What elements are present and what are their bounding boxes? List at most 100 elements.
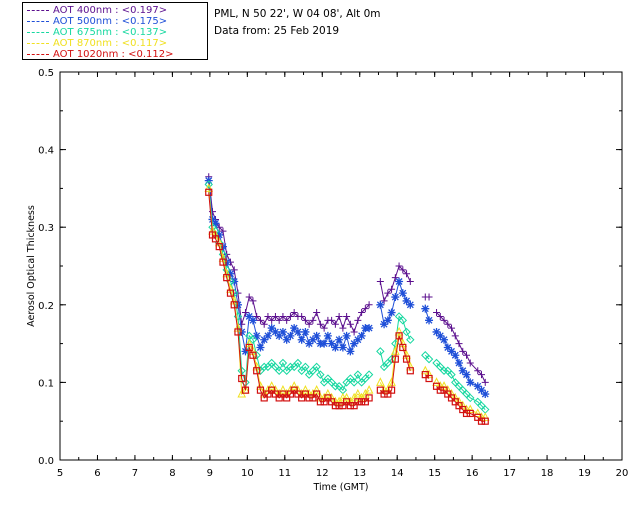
- series-aot-500nm-0-175-point: [215, 230, 224, 239]
- series-aot-1020nm-0-112-point: [421, 371, 429, 379]
- series-aot-500nm-0-175-point: [305, 339, 314, 348]
- series-aot-870nm-0-117: [204, 183, 490, 421]
- legend-swatch-400nm: [27, 9, 49, 11]
- series-aot-1020nm-0-112: [205, 188, 489, 425]
- series-aot-870nm-0-117-point: [271, 385, 280, 394]
- x-axis: 5 6 7 8 9 10 11 12 13 14 15 16 17 18 19 20: [57, 72, 628, 479]
- legend-swatch-870nm: [27, 42, 49, 44]
- series-aot-1020nm-0-112-point: [301, 390, 310, 398]
- series-aot-1020nm-0-112-point: [238, 374, 246, 383]
- series-aot-675nm-0-137-point: [466, 393, 475, 403]
- series-aot-1020nm-0-112-point: [339, 402, 347, 410]
- series-aot-870nm-0-117-point: [353, 388, 363, 398]
- x-tick-label: 13: [353, 468, 366, 479]
- series-aot-1020nm-0-112-point: [234, 328, 242, 336]
- series-aot-400nm-0-197-point: [459, 347, 467, 355]
- series-aot-500nm-0-175-point: [395, 277, 404, 286]
- series-aot-1020nm-0-112-point: [425, 374, 433, 383]
- series-aot-870nm-0-117-point: [376, 377, 385, 386]
- y-tick-label: 0.5: [38, 68, 54, 79]
- series-aot-400nm-0-197-point: [406, 278, 414, 286]
- series-aot-1020nm-0-112-point: [328, 398, 336, 406]
- series-aot-500nm-0-175-point: [286, 331, 295, 340]
- series-aot-400nm-0-197-line: [208, 176, 370, 334]
- series-aot-500nm-0-175-point: [432, 327, 441, 336]
- series-aot-500nm-0-175-point: [263, 331, 272, 340]
- x-tick-label: 16: [466, 468, 479, 479]
- series-aot-400nm-0-197-point: [433, 309, 441, 317]
- series-aot-675nm-0-137-point: [353, 370, 363, 379]
- series-aot-1020nm-0-112-point: [253, 367, 261, 375]
- series-aot-400nm-0-197-point: [395, 262, 403, 270]
- series-aot-1020nm-0-112-point: [283, 394, 291, 402]
- series-aot-400nm-0-197-point: [283, 316, 291, 324]
- series-aot-400nm-0-197-point: [384, 289, 392, 297]
- series-aot-500nm-0-175-point: [297, 335, 306, 344]
- series-aot-400nm-0-197-point: [350, 328, 358, 336]
- legend-label-400nm: AOT 400nm : <0.197>: [53, 5, 168, 16]
- series-aot-400nm-0-197-point: [474, 367, 482, 375]
- x-tick-label: 19: [578, 468, 591, 479]
- series-aot-1020nm-0-112-point: [361, 398, 369, 406]
- series-aot-870nm-0-117-point: [342, 392, 351, 402]
- series-aot-500nm-0-175-point: [331, 343, 340, 352]
- x-tick-label: 5: [57, 468, 63, 479]
- series-aot-675nm-0-137-point: [259, 362, 269, 372]
- series-aot-500nm-0-175-point: [301, 327, 310, 336]
- series-aot-1020nm-0-112-point: [230, 301, 238, 309]
- series-aot-500nm-0-175-point: [256, 343, 265, 352]
- series-aot-500nm-0-175-point: [245, 312, 254, 321]
- series-aot-870nm-0-117-point: [432, 377, 441, 386]
- series-aot-500nm-0-175-point: [402, 296, 411, 305]
- series-aot-870nm-0-117-point: [424, 369, 434, 379]
- x-tick-label: 6: [94, 468, 100, 479]
- series-aot-400nm-0-197-point: [365, 301, 373, 309]
- series-aot-675nm-0-137-line: [208, 184, 370, 392]
- series-aot-1020nm-0-112-point: [462, 409, 471, 418]
- series-aot-500nm-0-175-point: [380, 320, 389, 329]
- series-aot-870nm-0-117-point: [480, 412, 490, 421]
- series-aot-675nm-0-137-point: [286, 362, 295, 372]
- series-aot-400nm-0-197-point: [313, 309, 321, 317]
- series-aot-870nm-0-117-point: [301, 385, 310, 394]
- series-aot-675nm-0-137-point: [439, 366, 449, 375]
- series-aot-500nm-0-175-point: [391, 293, 400, 302]
- x-tick-label: 7: [132, 468, 138, 479]
- series-aot-1020nm-0-112-point: [335, 402, 343, 410]
- series-aot-500nm-0-175-point: [440, 335, 449, 344]
- series-aot-400nm-0-197-point: [399, 266, 407, 274]
- series-aot-870nm-0-117-point: [473, 408, 483, 417]
- series-aot-500nm-0-175-point: [308, 335, 317, 344]
- series-aot-870nm-0-117-point: [364, 385, 374, 394]
- series-aot-400nm-0-197-point: [425, 293, 433, 301]
- series-aot-1020nm-0-112-point: [350, 402, 358, 410]
- y-tick-label: 0.3: [38, 223, 54, 234]
- series-aot-500nm-0-175-point: [466, 378, 475, 387]
- series-aot-1020nm-0-112-point: [432, 382, 441, 390]
- series-aot-870nm-0-117-point: [420, 365, 430, 375]
- series-aot-500nm-0-175-point: [357, 331, 366, 340]
- series-aot-870nm-0-117-point: [447, 388, 456, 398]
- series-aot-400nm-0-197-point: [298, 312, 306, 320]
- series-aot-500nm-0-175-point: [406, 300, 415, 309]
- series-aot-1020nm-0-112-point: [245, 343, 253, 352]
- series-aot-1020nm-0-112-point: [466, 409, 474, 418]
- series-aot-870nm-0-117-point: [443, 385, 453, 394]
- series-aot-1020nm-0-112-point: [316, 398, 324, 406]
- legend-item-400nm: AOT 400nm : <0.197>: [27, 5, 167, 16]
- series-aot-1020nm-0-112-point: [399, 343, 407, 352]
- legend-item-870nm: AOT 870nm : <0.117>: [27, 38, 167, 49]
- x-tick-label: 12: [316, 468, 329, 479]
- series-aot-400nm-0-197-point: [275, 316, 283, 324]
- series-aot-500nm-0-175-point: [320, 339, 329, 348]
- series-aot-500nm-0-175-point: [342, 331, 351, 340]
- series-aot-1020nm-0-112-point: [286, 390, 295, 398]
- series-aot-400nm-0-197-point: [361, 305, 369, 313]
- y-tick-label: 0.0: [38, 456, 54, 467]
- series-aot-1020nm-0-112-point: [477, 417, 486, 425]
- series-aot-675nm-0-137-point: [248, 335, 258, 344]
- series-aot-1020nm-0-112-point: [455, 402, 463, 410]
- series-aot-870nm-0-117-point: [312, 385, 321, 394]
- series-aot-870nm-0-117-line: [436, 382, 486, 418]
- series-aot-1020nm-0-112-point: [320, 398, 328, 406]
